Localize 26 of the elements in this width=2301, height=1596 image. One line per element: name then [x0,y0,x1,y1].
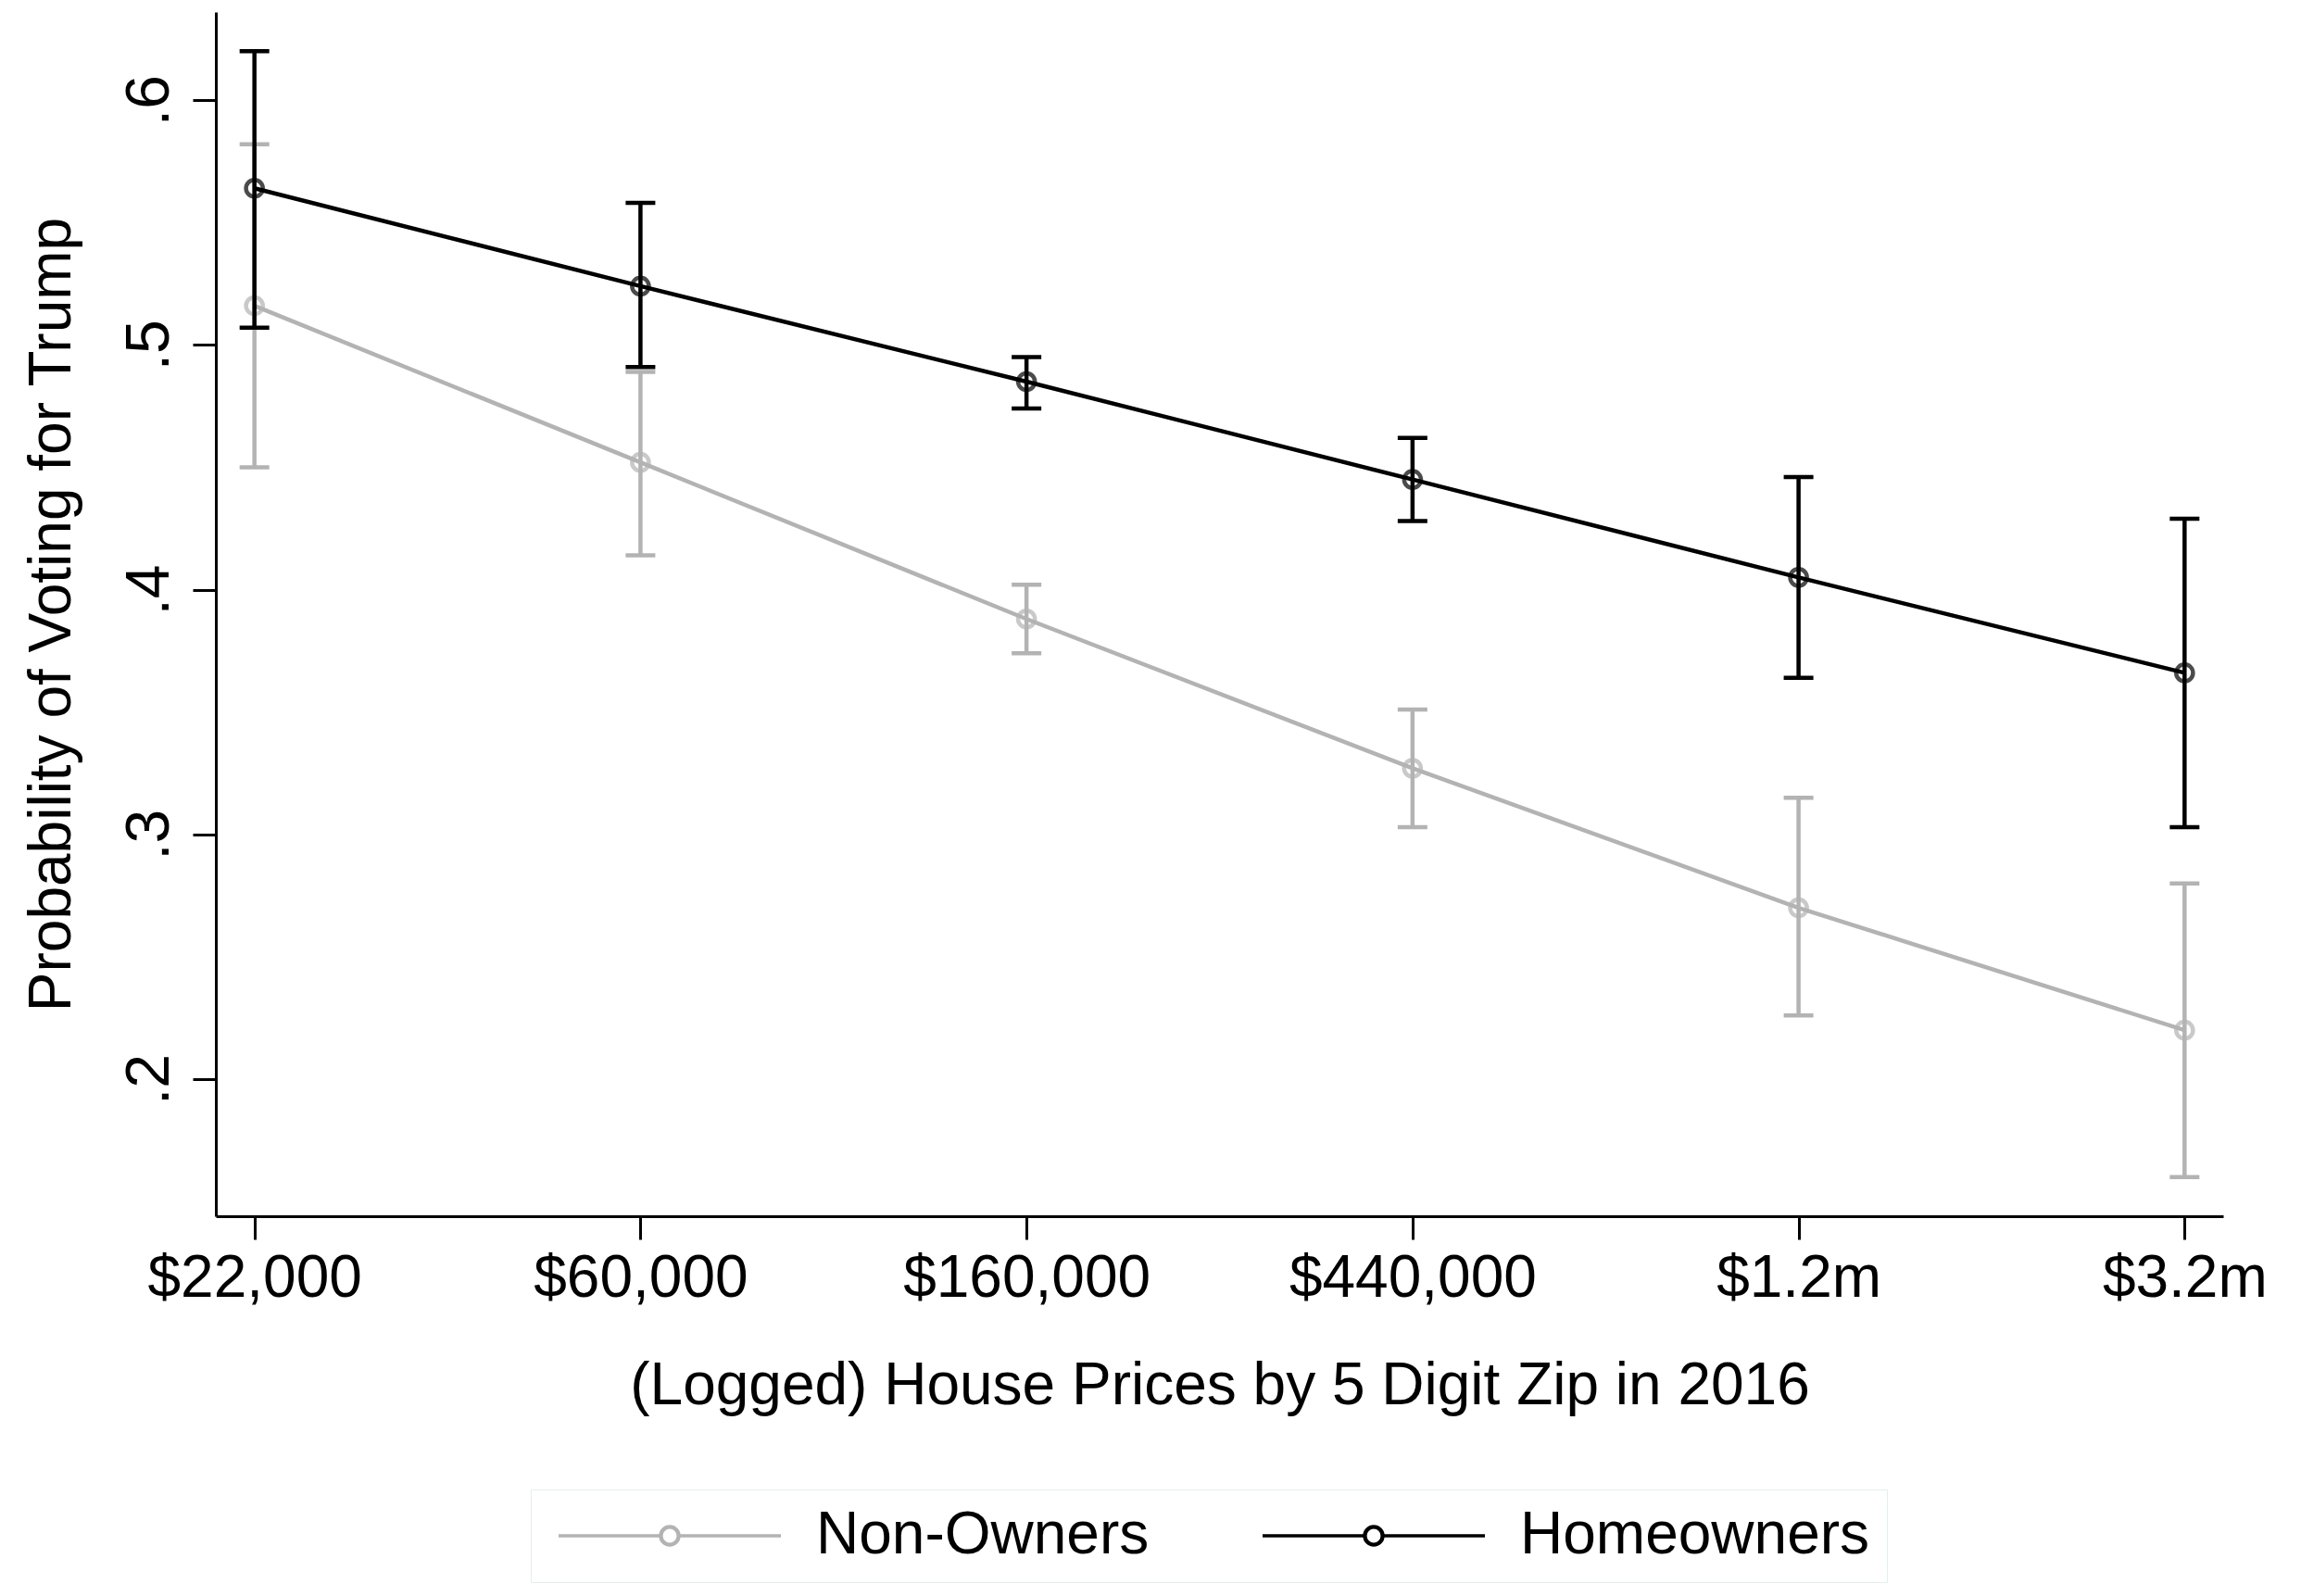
legend-label: Homeowners [1520,1500,1870,1566]
x-tick-label: $160,000 [903,1242,1151,1310]
point [1788,567,1809,588]
x-tick-label: $60,000 [534,1242,748,1310]
x-axis-title: (Logged) House Prices by 5 Digit Zip in 2016 [630,1350,1810,1417]
y-tick-label: .5 [112,320,182,371]
point [244,177,266,199]
point [1402,758,1424,779]
point [1402,469,1424,490]
x-tick-label: $1.2m [1716,1242,1882,1310]
point [2173,662,2195,684]
point [1015,371,1037,393]
x-tick-label: $3.2m [2102,1242,2268,1310]
y-tick-label: .2 [112,1054,182,1106]
x-tick-label: $22,000 [147,1242,362,1310]
y-axis-title: Probability of Voting for Trump [16,217,83,1012]
legend-label: Non-Owners [816,1500,1150,1566]
point [630,451,651,473]
y-tick-label: .6 [112,75,182,127]
point [630,275,651,297]
y-tick-label: .3 [112,809,182,861]
point [2173,1019,2195,1041]
point [1788,897,1809,919]
point [1015,608,1037,630]
x-tick-label: $440,000 [1289,1242,1537,1310]
y-tick-label: .4 [112,564,182,616]
